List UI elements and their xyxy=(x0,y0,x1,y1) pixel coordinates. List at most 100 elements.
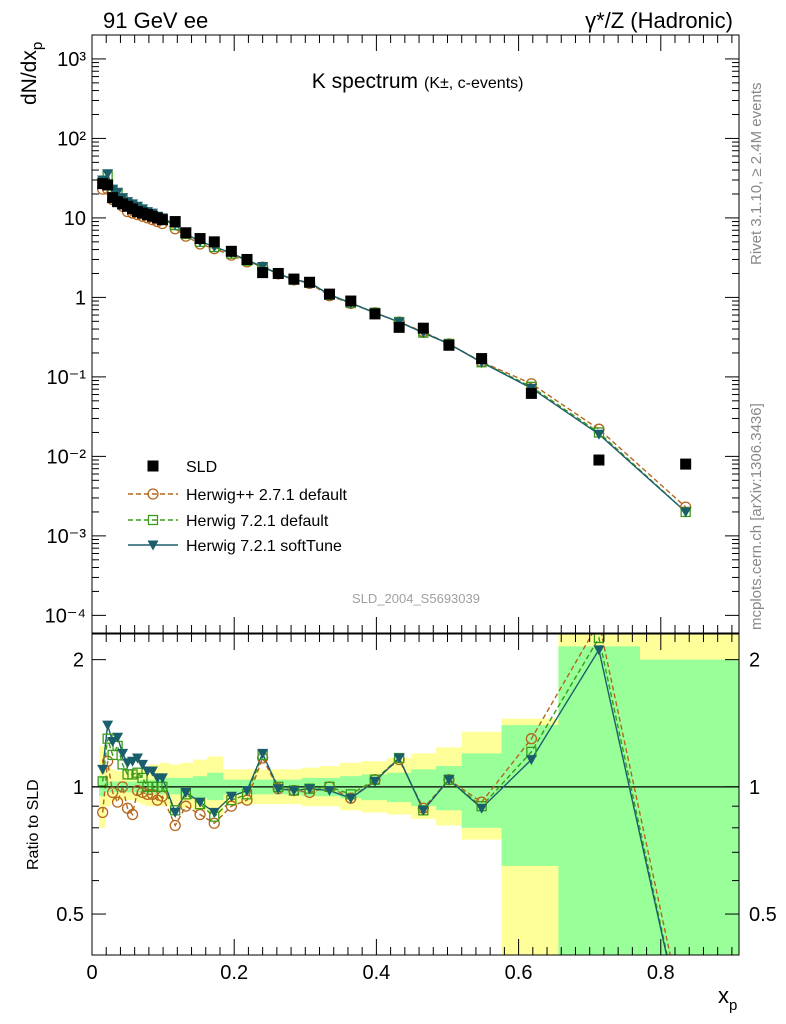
y-tick-label: 1 xyxy=(75,287,86,309)
sld-point xyxy=(525,387,537,399)
ratio-point xyxy=(288,786,300,797)
legend-marker xyxy=(147,540,159,551)
y-tick-label: 10⁻¹ xyxy=(47,367,87,389)
legend-item: Herwig++ 2.7.1 default xyxy=(128,487,348,504)
ratio-point xyxy=(117,748,129,759)
ratio-point xyxy=(272,784,284,795)
ratio-point xyxy=(443,775,455,786)
y-tick-label: 10 xyxy=(64,208,86,230)
header-right: γ*/Z (Hadronic) xyxy=(585,8,733,33)
x-tick-label: 0.8 xyxy=(647,962,675,984)
ratio-point xyxy=(369,776,381,787)
ratio-point xyxy=(156,773,168,784)
ratio-y-tick-label: 2 xyxy=(73,650,84,672)
ratio-y-tick-label: 0.5 xyxy=(749,904,777,926)
legend-item: Herwig 7.2.1 softTune xyxy=(128,538,342,555)
sld-point xyxy=(272,267,284,279)
ratio-point xyxy=(180,800,192,812)
ratio-point xyxy=(593,645,605,656)
sld-point xyxy=(476,353,488,365)
ratio-point xyxy=(476,803,488,814)
ratio-y-tick-label: 1 xyxy=(73,777,84,799)
uncertainty-band-green xyxy=(558,646,640,955)
mc-point xyxy=(593,429,605,440)
ratio-y-tick-label: 0.5 xyxy=(56,904,84,926)
mc-point xyxy=(102,169,114,180)
main-data-layer xyxy=(97,169,692,518)
ratio-point xyxy=(417,805,429,816)
ratio-point xyxy=(112,732,124,743)
ratio-point xyxy=(208,817,220,829)
legend-label: SLD xyxy=(186,459,217,476)
sld-point xyxy=(593,454,605,466)
sld-point xyxy=(304,276,316,288)
sld-point xyxy=(323,288,335,300)
x-tick-label: 0.2 xyxy=(220,962,248,984)
legend-label: Herwig++ 2.7.1 default xyxy=(186,487,348,504)
sld-point xyxy=(417,322,429,334)
ratio-point xyxy=(345,793,357,804)
sld-point xyxy=(180,227,192,239)
mc-point xyxy=(680,507,692,518)
sld-point xyxy=(443,339,455,351)
sld-point xyxy=(257,267,269,279)
ratio-y-tick-label: 2 xyxy=(749,650,760,672)
ratio-point xyxy=(225,791,237,802)
sld-point xyxy=(156,214,168,226)
ratio-point xyxy=(194,797,206,808)
ratio-point xyxy=(97,764,109,775)
sld-point xyxy=(208,236,220,248)
ratio-y-tick-label: 1 xyxy=(749,777,760,799)
y-axis-label-main: dN/dxp xyxy=(18,42,46,105)
ratio-point xyxy=(393,753,405,764)
chart-title: K spectrum xyxy=(312,70,418,93)
legend: SLD Herwig++ 2.7.1 default Herwig 7.2.1 de… xyxy=(128,459,348,555)
uncertainty-band-green xyxy=(168,777,182,795)
sld-point xyxy=(102,179,114,191)
ratio-point xyxy=(208,807,220,818)
ratio-point xyxy=(594,617,604,627)
main-frame xyxy=(91,34,740,634)
mc-point xyxy=(257,261,269,272)
legend-marker xyxy=(147,488,159,500)
sld-point xyxy=(194,233,206,245)
ratio-data-layer xyxy=(92,617,739,955)
legend-marker xyxy=(147,514,159,526)
sld-point xyxy=(393,321,405,333)
uncertainty-band-green xyxy=(639,659,739,955)
rivet-label: Rivet 3.1.10, ≥ 2.4M events xyxy=(748,83,765,266)
mcplots-label: mcplots.cern.ch [arXiv:1306.3436] xyxy=(748,403,765,630)
uncertainty-band-green xyxy=(461,753,503,828)
ratio-point xyxy=(304,784,316,795)
x-tick-label: 0.6 xyxy=(505,962,533,984)
ratio-point xyxy=(180,787,192,798)
legend-item: SLD xyxy=(147,459,217,476)
main-axes: 10⁻⁴ 10⁻³ 10⁻² 10⁻¹ 1 10 10² 10³ xyxy=(45,34,739,633)
ratio-point xyxy=(126,808,139,821)
ratio-point xyxy=(107,737,119,748)
ratio-panel: 0.5 0.5 1 1 2 2 0 0.2 0.4 0.6 0.8 Ratio to SLD xp xyxy=(25,617,777,1014)
y-axis-label-ratio: Ratio to SLD xyxy=(25,779,42,870)
y-tick-label: 10⁻⁴ xyxy=(45,605,86,627)
ratio-point xyxy=(169,807,181,818)
uncertainty-band-green xyxy=(501,725,559,866)
ratio-point xyxy=(97,806,109,819)
ratio-point xyxy=(194,808,206,821)
chart-title-suffix: (K±, c-events) xyxy=(424,75,523,92)
sld-point xyxy=(241,253,253,265)
y-tick-label: 10⁻³ xyxy=(47,526,87,548)
sld-point xyxy=(288,273,300,285)
header-left: 91 GeV ee xyxy=(103,8,208,33)
sld-point xyxy=(680,458,692,470)
sld-point xyxy=(169,216,181,228)
sld-point xyxy=(345,295,357,307)
ratio-point xyxy=(97,776,108,787)
legend-label: Herwig 7.2.1 softTune xyxy=(186,538,342,555)
ratio-point xyxy=(106,786,119,799)
ratio-point xyxy=(169,819,181,832)
legend-label: Herwig 7.2.1 default xyxy=(186,513,329,530)
ratio-point xyxy=(102,720,114,731)
legend-item: Herwig 7.2.1 default xyxy=(128,513,329,530)
legend-marker xyxy=(147,460,159,472)
